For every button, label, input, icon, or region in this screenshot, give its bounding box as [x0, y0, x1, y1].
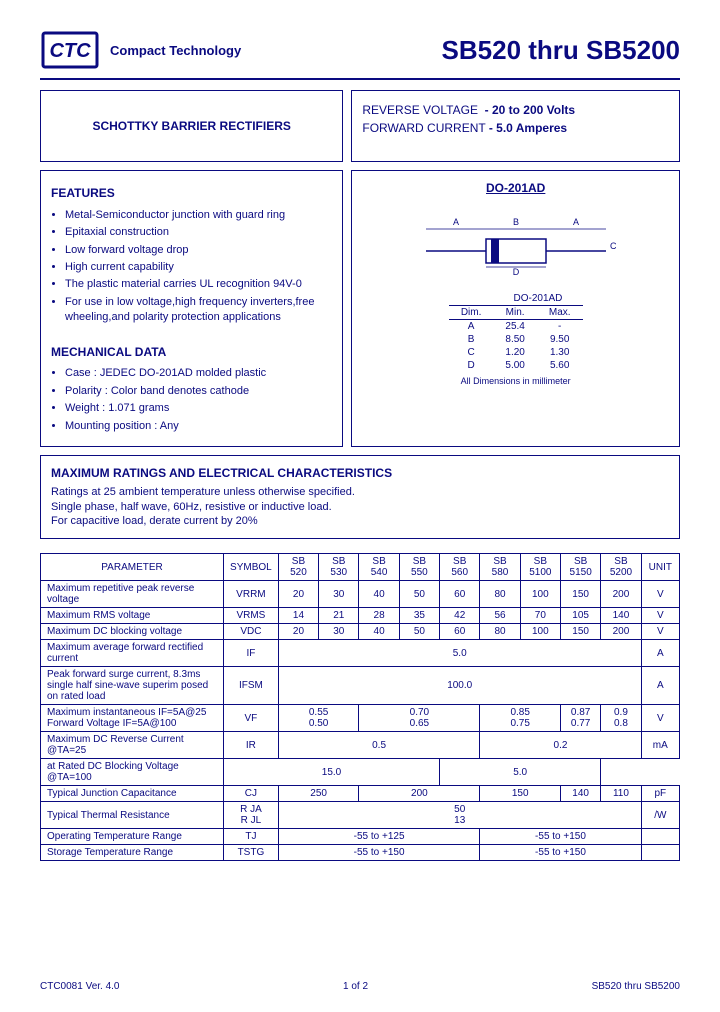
- footer-left: CTC0081 Ver. 4.0: [40, 981, 120, 992]
- header: CTC Compact Technology SB520 thru SB5200: [40, 30, 680, 70]
- package-box: DO-201AD A B A C D DO-201AD Dim.Min.Max.…: [351, 170, 680, 447]
- svg-text:B: B: [513, 217, 519, 227]
- max-notes: Ratings at 25 ambient temperature unless…: [51, 485, 669, 528]
- feature-item: High current capability: [65, 260, 332, 275]
- svg-text:A: A: [453, 217, 459, 227]
- rv-value: - 20 to 200 Volts: [485, 103, 575, 117]
- part-title: SB520 thru SB5200: [442, 35, 680, 66]
- svg-text:A: A: [573, 217, 579, 227]
- features-list: Metal-Semiconductor junction with guard …: [51, 208, 332, 326]
- title-row: SCHOTTKY BARRIER RECTIFIERS REVERSE VOLT…: [40, 90, 680, 162]
- fc-label: FORWARD CURRENT: [362, 121, 485, 135]
- package-name: DO-201AD: [362, 181, 669, 195]
- mech-heading: MECHANICAL DATA: [51, 344, 332, 361]
- footer-center: 1 of 2: [343, 981, 368, 992]
- company-name: Compact Technology: [110, 43, 241, 58]
- logo-block: CTC Compact Technology: [40, 30, 241, 70]
- svg-text:C: C: [610, 241, 616, 251]
- feature-item: The plastic material carries UL recognit…: [65, 277, 332, 292]
- dim-pkg-label: DO-201AD: [493, 292, 582, 306]
- max-ratings-box: MAXIMUM RATINGS AND ELECTRICAL CHARACTER…: [40, 455, 680, 539]
- footer-right: SB520 thru SB5200: [592, 981, 680, 992]
- mech-item: Polarity : Color band denotes cathode: [65, 384, 332, 399]
- features-row: FEATURES Metal-Semiconductor junction wi…: [40, 170, 680, 447]
- max-heading: MAXIMUM RATINGS AND ELECTRICAL CHARACTER…: [51, 466, 669, 482]
- feature-item: For use in low voltage,high frequency in…: [65, 295, 332, 326]
- spec-table: PARAMETERSYMBOLSB520SB530SB540SB550SB560…: [40, 553, 680, 861]
- divider: [40, 78, 680, 80]
- datasheet-page: CTC Compact Technology SB520 thru SB5200…: [0, 0, 720, 1012]
- feature-item: Metal-Semiconductor junction with guard …: [65, 208, 332, 223]
- fc-value: - 5.0 Amperes: [489, 121, 567, 135]
- features-heading: FEATURES: [51, 185, 332, 202]
- feature-item: Low forward voltage drop: [65, 243, 332, 258]
- rv-label: REVERSE VOLTAGE: [362, 103, 478, 117]
- features-box: FEATURES Metal-Semiconductor junction wi…: [40, 170, 343, 447]
- svg-text:D: D: [512, 267, 519, 277]
- key-specs-box: REVERSE VOLTAGE - 20 to 200 Volts FORWAR…: [351, 90, 680, 162]
- feature-item: Epitaxial construction: [65, 225, 332, 240]
- mechanical-list: Case : JEDEC DO-201AD molded plastic Pola…: [51, 366, 332, 434]
- package-diagram: A B A C D: [416, 211, 616, 281]
- mech-item: Mounting position : Any: [65, 419, 332, 434]
- product-type-box: SCHOTTKY BARRIER RECTIFIERS: [40, 90, 343, 162]
- svg-text:CTC: CTC: [49, 40, 91, 62]
- ctc-logo: CTC: [40, 30, 100, 70]
- dim-note: All Dimensions in millimeter: [362, 376, 669, 386]
- dimension-table: DO-201AD Dim.Min.Max. A25.4-B8.509.50C1.…: [449, 292, 583, 372]
- mech-item: Weight : 1.071 grams: [65, 401, 332, 416]
- footer: CTC0081 Ver. 4.0 1 of 2 SB520 thru SB520…: [40, 981, 680, 992]
- mech-item: Case : JEDEC DO-201AD molded plastic: [65, 366, 332, 381]
